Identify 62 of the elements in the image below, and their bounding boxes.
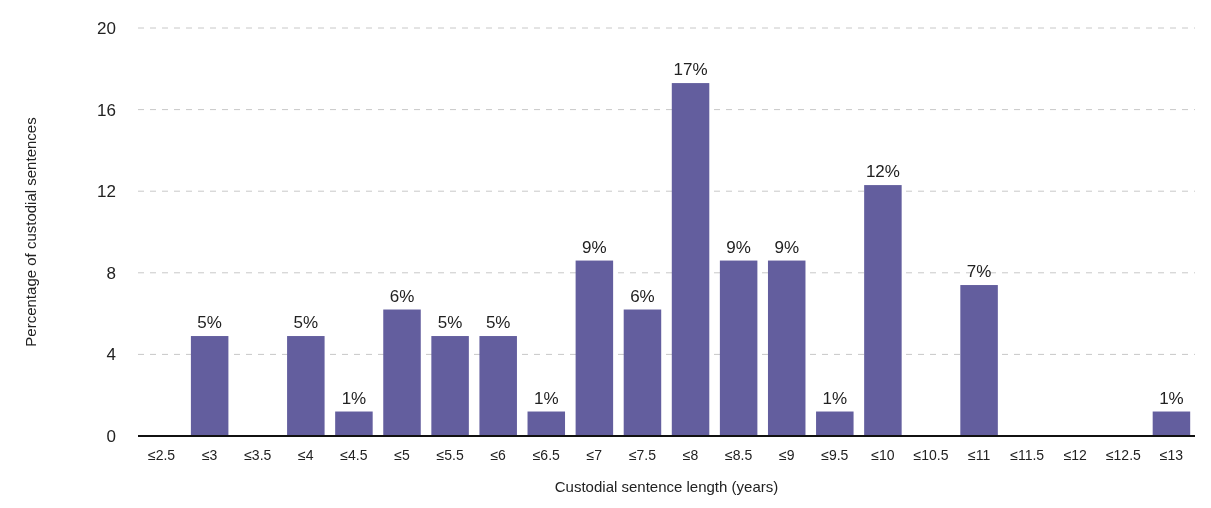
x-tick-label: ≤5.5 bbox=[436, 447, 464, 463]
data-label: 12% bbox=[865, 162, 900, 182]
x-axis-title: Custodial sentence length (years) bbox=[554, 478, 779, 495]
x-tick-label: ≤3 bbox=[201, 447, 218, 463]
x-tick-label: ≤5 bbox=[394, 447, 410, 463]
data-label: 1% bbox=[1159, 388, 1184, 408]
data-label: 5% bbox=[197, 313, 222, 333]
data-label: 5% bbox=[293, 313, 319, 333]
data-label: 1% bbox=[822, 388, 848, 408]
y-axis-title: Percentage of custodial sentences bbox=[22, 117, 39, 347]
bar bbox=[960, 285, 998, 436]
data-label: 6% bbox=[630, 286, 655, 306]
x-tick-label: ≤6 bbox=[490, 447, 507, 463]
bar bbox=[575, 260, 614, 436]
x-tick-label: ≤4 bbox=[298, 447, 314, 463]
x-tick-label: ≤6.5 bbox=[532, 447, 561, 463]
x-tick-label: ≤8.5 bbox=[725, 447, 753, 463]
x-tick-label: ≤9.5 bbox=[821, 447, 849, 463]
bar bbox=[335, 411, 373, 436]
data-label: 1% bbox=[533, 388, 559, 408]
bar bbox=[767, 260, 806, 436]
x-tick-label: ≤4.5 bbox=[340, 447, 368, 463]
data-label: 7% bbox=[966, 262, 992, 282]
bar bbox=[719, 260, 758, 436]
data-label: 9% bbox=[774, 237, 800, 257]
x-tick-label: ≤13 bbox=[1159, 447, 1184, 463]
y-tick-label: 8 bbox=[106, 263, 116, 283]
bar bbox=[287, 336, 325, 436]
data-label: 6% bbox=[389, 286, 415, 306]
bar bbox=[190, 336, 229, 436]
x-tick-label: ≤2.5 bbox=[147, 447, 176, 463]
x-tick-label: ≤11 bbox=[967, 447, 991, 463]
y-tick-label: 0 bbox=[106, 426, 116, 446]
x-tick-label: ≤10 bbox=[871, 447, 895, 463]
bar bbox=[671, 83, 710, 436]
data-label: 9% bbox=[726, 237, 751, 257]
data-label: 5% bbox=[437, 313, 463, 333]
data-label: 17% bbox=[673, 60, 708, 80]
bar bbox=[527, 411, 566, 436]
bar bbox=[816, 411, 854, 436]
x-tick-label: ≤7.5 bbox=[628, 447, 657, 463]
x-tick-label: ≤9 bbox=[778, 447, 795, 463]
bar bbox=[383, 309, 421, 436]
data-label: 9% bbox=[582, 237, 607, 257]
bar bbox=[623, 309, 662, 436]
data-label: 5% bbox=[485, 313, 511, 333]
y-tick-label: 4 bbox=[106, 345, 116, 365]
y-tick-label: 16 bbox=[97, 100, 116, 120]
bar bbox=[1152, 411, 1191, 436]
data-label: 1% bbox=[341, 388, 367, 408]
x-tick-label: ≤10.5 bbox=[913, 447, 949, 463]
y-tick-label: 20 bbox=[97, 18, 116, 38]
x-tick-label: ≤12 bbox=[1063, 447, 1088, 463]
y-tick-label: 12 bbox=[97, 182, 116, 202]
bar bbox=[864, 185, 902, 436]
x-tick-label: ≤3.5 bbox=[244, 447, 272, 463]
x-tick-label: ≤8 bbox=[682, 447, 699, 463]
bar bbox=[431, 336, 469, 436]
bar bbox=[479, 336, 517, 436]
x-tick-label: ≤12.5 bbox=[1105, 447, 1142, 463]
x-tick-label: ≤11.5 bbox=[1010, 447, 1045, 463]
x-tick-label: ≤7 bbox=[586, 447, 603, 463]
